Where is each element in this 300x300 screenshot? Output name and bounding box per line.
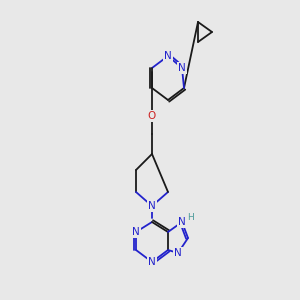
Text: N: N [174, 248, 182, 258]
Text: N: N [132, 227, 140, 237]
Text: H: H [188, 214, 194, 223]
Text: O: O [148, 111, 156, 121]
Text: N: N [148, 257, 156, 267]
Text: N: N [178, 217, 186, 227]
Text: N: N [148, 201, 156, 211]
Text: N: N [164, 51, 172, 61]
Text: N: N [178, 63, 186, 73]
